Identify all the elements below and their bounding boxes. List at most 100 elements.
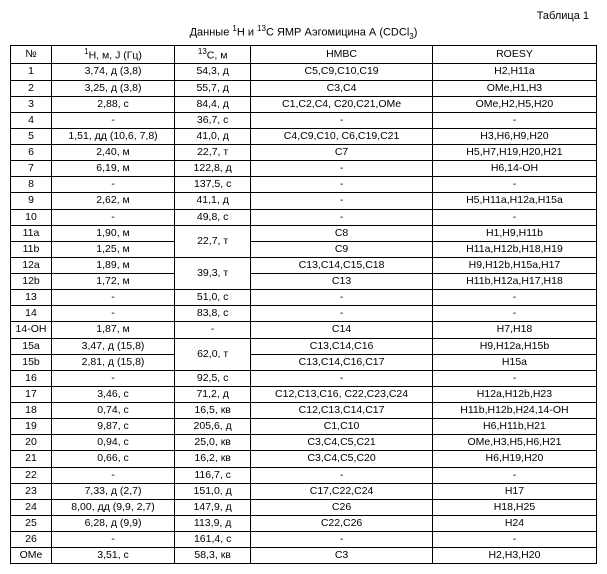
cell-hmbc: - xyxy=(251,161,433,177)
cell-1h: 1,89, м xyxy=(52,257,175,273)
cell-hmbc: C13 xyxy=(251,274,433,290)
cell-1h: - xyxy=(52,370,175,386)
cell-number: 18 xyxy=(11,403,52,419)
cell-13c: 55,7, д xyxy=(175,80,251,96)
cell-roesy: H24 xyxy=(432,515,596,531)
cell-number: 23 xyxy=(11,483,52,499)
cell-hmbc: - xyxy=(251,290,433,306)
cell-number: 2 xyxy=(11,80,52,96)
cell-hmbc: - xyxy=(251,467,433,483)
table-row: 12b1,72, мC13H11b,H12a,H17,H18 xyxy=(11,274,597,290)
cell-1h: 1,87, м xyxy=(52,322,175,338)
cell-roesy: H9,H12a,H15b xyxy=(432,338,596,354)
table-row: 248,00, дд (9,9, 2,7)147,9, дC26H18,H25 xyxy=(11,499,597,515)
cell-roesy: - xyxy=(432,177,596,193)
cell-13c: 83,8, с xyxy=(175,306,251,322)
cell-number: 22 xyxy=(11,467,52,483)
caption-part1: Данные xyxy=(190,27,233,39)
caption-part2: Н и xyxy=(237,27,257,39)
cell-13c: 161,4, с xyxy=(175,532,251,548)
cell-1h: 2,88, с xyxy=(52,96,175,112)
table-row: 12a1,89, м39,3, тC13,C14,C15,C18H9,H12b,… xyxy=(11,257,597,273)
cell-hmbc: C13,C14,C16,C17 xyxy=(251,354,433,370)
cell-number: 5 xyxy=(11,128,52,144)
cell-13c: 25,0, кв xyxy=(175,435,251,451)
table-row: 13-51,0, с-- xyxy=(11,290,597,306)
cell-13c: 137,5, с xyxy=(175,177,251,193)
sup-13c: 13 xyxy=(257,24,266,33)
cell-hmbc: C1,C10 xyxy=(251,419,433,435)
cell-number: 12b xyxy=(11,274,52,290)
cell-roesy: OMe,H2,H5,H20 xyxy=(432,96,596,112)
cell-1h: 1,25, м xyxy=(52,241,175,257)
cell-roesy: - xyxy=(432,532,596,548)
cell-number: 15a xyxy=(11,338,52,354)
cell-1h: 3,51, с xyxy=(52,548,175,564)
cell-hmbc: C3,C4 xyxy=(251,80,433,96)
cell-hmbc: - xyxy=(251,370,433,386)
table-caption: Данные 1Н и 13С ЯМР Аэгомицина А (CDCl3) xyxy=(10,24,597,41)
cell-roesy: H5,H7,H19,H20,H21 xyxy=(432,145,596,161)
cell-hmbc: - xyxy=(251,112,433,128)
cell-1h: 3,25, д (3,8) xyxy=(52,80,175,96)
cell-hmbc: - xyxy=(251,177,433,193)
cell-13c: 39,3, т xyxy=(175,257,251,289)
caption-part4: ) xyxy=(414,27,418,39)
table-row: 8-137,5, с-- xyxy=(11,177,597,193)
cell-roesy: - xyxy=(432,306,596,322)
col-hmbc: HMBC xyxy=(251,45,433,64)
cell-hmbc: C13,C14,C15,C18 xyxy=(251,257,433,273)
cell-hmbc: C17,C22,C24 xyxy=(251,483,433,499)
cell-number: 3 xyxy=(11,96,52,112)
cell-number: 14 xyxy=(11,306,52,322)
cell-hmbc: C4,C9,C10, C6,C19,C21 xyxy=(251,128,433,144)
cell-1h: 1,51, дд (10,6, 7,8) xyxy=(52,128,175,144)
table-row: 210,66, с16,2, квC3,C4,C5,C20H6,H19,H20 xyxy=(11,451,597,467)
cell-hmbc: C1,C2,C4, C20,C21,OMe xyxy=(251,96,433,112)
cell-hmbc: C8 xyxy=(251,225,433,241)
cell-number: 25 xyxy=(11,515,52,531)
cell-number: 11a xyxy=(11,225,52,241)
cell-roesy: H1,H9,H11b xyxy=(432,225,596,241)
cell-13c: 113,9, д xyxy=(175,515,251,531)
cell-hmbc: C9 xyxy=(251,241,433,257)
cell-1h: 0,94, с xyxy=(52,435,175,451)
table-row: OMe3,51, с58,3, квC3H2,H3,H20 xyxy=(11,548,597,564)
cell-roesy: OMe,H1,H3 xyxy=(432,80,596,96)
table-row: 14-OH1,87, м-C14H7,H18 xyxy=(11,322,597,338)
cell-roesy: H2,H11a xyxy=(432,64,596,80)
cell-number: 16 xyxy=(11,370,52,386)
cell-hmbc: - xyxy=(251,209,433,225)
cell-1h: 6,28, д (9,9) xyxy=(52,515,175,531)
cell-number: 8 xyxy=(11,177,52,193)
cell-1h: 2,62, м xyxy=(52,193,175,209)
cell-number: 21 xyxy=(11,451,52,467)
cell-13c: 84,4, д xyxy=(175,96,251,112)
table-row: 15b2,81, д (15,8)C13,C14,C16,C17H15a xyxy=(11,354,597,370)
cell-number: OMe xyxy=(11,548,52,564)
cell-roesy: H17 xyxy=(432,483,596,499)
col-number: № xyxy=(11,45,52,64)
header-row: № 1Н, м, J (Гц) 13С, м HMBC ROESY xyxy=(11,45,597,64)
table-row: 4-36,7, с-- xyxy=(11,112,597,128)
cell-roesy: - xyxy=(432,209,596,225)
cell-13c: 22,7, т xyxy=(175,225,251,257)
col-roesy: ROESY xyxy=(432,45,596,64)
cell-roesy: OMe,H3,H5,H6,H21 xyxy=(432,435,596,451)
cell-number: 1 xyxy=(11,64,52,80)
cell-13c: 49,8, с xyxy=(175,209,251,225)
cell-number: 14-OH xyxy=(11,322,52,338)
cell-13c: 16,5, кв xyxy=(175,403,251,419)
cell-13c: 205,6, д xyxy=(175,419,251,435)
cell-roesy: H6,H19,H20 xyxy=(432,451,596,467)
cell-hmbc: C3,C4,C5,C20 xyxy=(251,451,433,467)
table-row: 32,88, с84,4, дC1,C2,C4, C20,C21,OMeOMe,… xyxy=(11,96,597,112)
cell-roesy: H7,H18 xyxy=(432,322,596,338)
cell-1h: - xyxy=(52,532,175,548)
cell-13c: 58,3, кв xyxy=(175,548,251,564)
table-row: 180,74, с16,5, квC12,C13,C14,C17H11b,H12… xyxy=(11,403,597,419)
cell-1h: 1,90, м xyxy=(52,225,175,241)
nmr-data-table: № 1Н, м, J (Гц) 13С, м HMBC ROESY 13,74,… xyxy=(10,45,597,565)
cell-1h: 2,81, д (15,8) xyxy=(52,354,175,370)
cell-1h: 8,00, дд (9,9, 2,7) xyxy=(52,499,175,515)
